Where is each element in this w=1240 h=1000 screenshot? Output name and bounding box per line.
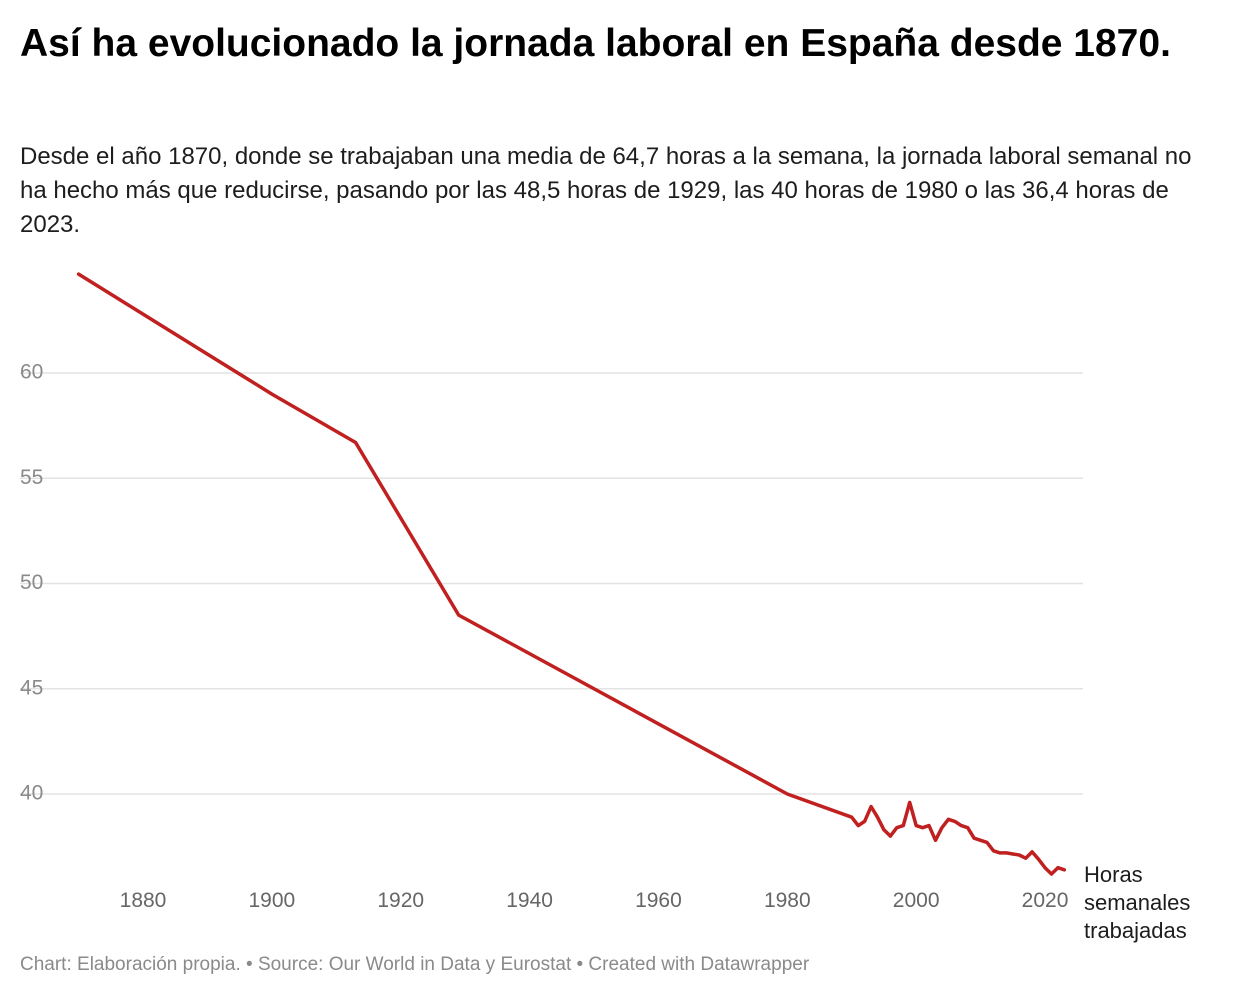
x-tick-label: 2000 [893,889,940,912]
y-tick-label: 50 [20,571,43,594]
y-tick-label: 40 [20,782,43,805]
x-tick-label: 1960 [635,889,682,912]
series-line [76,272,1067,876]
series-label-line: Horas [1084,862,1143,887]
x-tick-label: 2020 [1022,889,1069,912]
chart-subtitle: Desde el año 1870, donde se trabajaban u… [20,143,1192,238]
x-tick-label: 1900 [249,889,296,912]
x-tick-label: 1940 [506,889,553,912]
series-label-line: trabajadas [1084,918,1187,943]
series-label-line: semanales [1084,890,1190,915]
y-axis-ticks: 40 45 50 55 60 [20,361,43,805]
x-tick-label: 1880 [120,889,167,912]
chart-footer: Chart: Elaboración propia. • Source: Our… [20,954,810,975]
series-label: Horas semanales trabajadas [1084,862,1190,943]
x-axis-ticks: 1880 1900 1920 1940 1960 1980 2000 2020 [120,889,1069,912]
series-lines [76,272,1067,876]
x-tick-label: 1920 [377,889,424,912]
series-labels: Horas semanales trabajadas [1084,862,1190,943]
y-tick-label: 60 [20,361,43,384]
gridlines [20,372,1083,795]
y-tick-label: 55 [20,466,43,489]
y-tick-label: 45 [20,676,43,699]
chart-title: Así ha evolucionado la jornada laboral e… [20,22,1171,65]
x-tick-label: 1980 [764,889,811,912]
